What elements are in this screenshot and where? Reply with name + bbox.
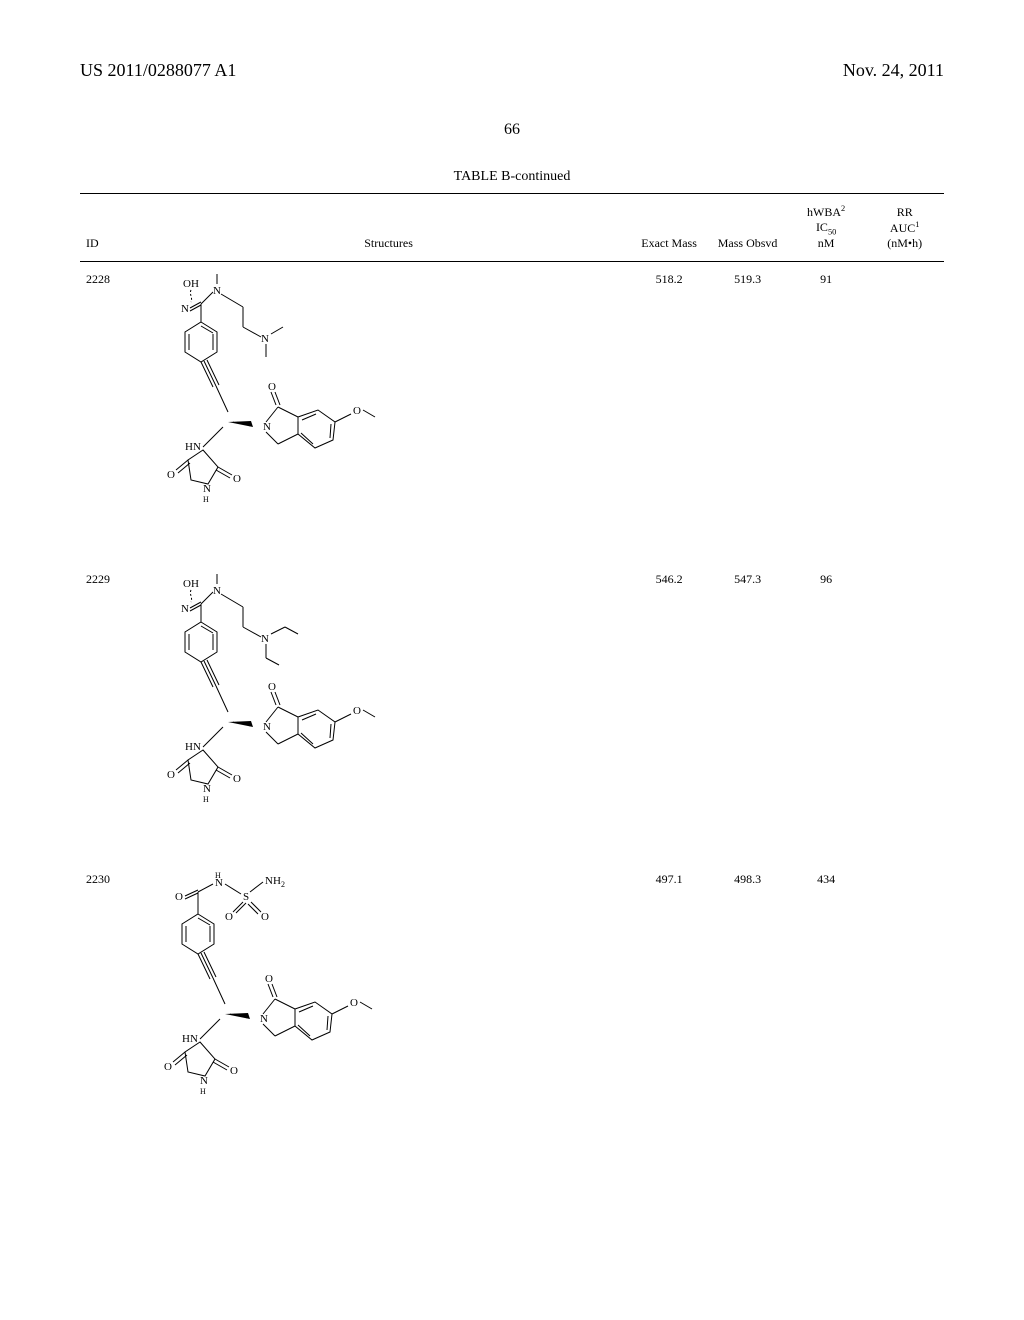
publication-number: US 2011/0288077 A1 bbox=[80, 60, 236, 81]
col-hwba-sup: 2 bbox=[841, 204, 845, 213]
svg-text:N: N bbox=[203, 483, 211, 495]
chemical-structure-2228: OH N N N bbox=[153, 272, 433, 552]
col-ic50-sub: 50 bbox=[828, 227, 836, 236]
col-mass-obsvd-label: Mass Obsvd bbox=[718, 236, 778, 250]
col-rr-label: RR bbox=[897, 205, 913, 219]
cell-rr-auc bbox=[865, 862, 944, 1162]
svg-text:H: H bbox=[200, 1087, 206, 1096]
cell-structure: OH N N N bbox=[147, 262, 629, 563]
svg-text:O: O bbox=[233, 473, 241, 485]
svg-text:O: O bbox=[353, 705, 361, 717]
svg-text:O: O bbox=[350, 997, 358, 1009]
cell-exact-mass: 518.2 bbox=[630, 262, 709, 563]
svg-text:N: N bbox=[263, 721, 271, 733]
table-row: 2230 O N H S bbox=[80, 862, 944, 1162]
svg-text:HN: HN bbox=[182, 1033, 198, 1045]
page-number: 66 bbox=[80, 121, 944, 139]
cell-hwba-ic50: 96 bbox=[787, 562, 866, 862]
col-auc-sup: 1 bbox=[915, 220, 919, 229]
cell-id: 2229 bbox=[80, 562, 147, 862]
cell-exact-mass: 546.2 bbox=[630, 562, 709, 862]
svg-text:N: N bbox=[200, 1075, 208, 1087]
svg-text:NH: NH bbox=[265, 875, 281, 887]
svg-text:O: O bbox=[164, 1061, 172, 1073]
table-row: 2228 OH N N bbox=[80, 262, 944, 563]
svg-text:N: N bbox=[263, 421, 271, 433]
cell-structure: O N H S O bbox=[147, 862, 629, 1162]
col-rr-auc: RR AUC1 (nM•h) bbox=[865, 194, 944, 262]
col-exact-mass: Exact Mass bbox=[630, 194, 709, 262]
cell-rr-auc bbox=[865, 562, 944, 862]
cell-exact-mass: 497.1 bbox=[630, 862, 709, 1162]
svg-text:O: O bbox=[268, 381, 276, 393]
col-nm-label: nM bbox=[818, 236, 835, 250]
svg-text:N: N bbox=[203, 783, 211, 795]
svg-text:S: S bbox=[243, 891, 249, 903]
svg-text:O: O bbox=[268, 681, 276, 693]
chemical-structure-2229: OH N N N bbox=[153, 572, 433, 852]
col-auc-label: AUC bbox=[890, 221, 915, 235]
svg-text:2: 2 bbox=[281, 880, 285, 889]
svg-text:OH: OH bbox=[183, 578, 199, 590]
svg-text:HN: HN bbox=[185, 741, 201, 753]
cell-hwba-ic50: 91 bbox=[787, 262, 866, 563]
svg-text:N: N bbox=[213, 585, 221, 597]
col-id: ID bbox=[80, 194, 147, 262]
svg-text:N: N bbox=[213, 285, 221, 297]
svg-text:O: O bbox=[175, 891, 183, 903]
svg-text:O: O bbox=[265, 973, 273, 985]
svg-text:O: O bbox=[233, 773, 241, 785]
col-ic50-label: IC bbox=[816, 220, 828, 234]
cell-mass-obsvd: 498.3 bbox=[708, 862, 787, 1162]
cell-hwba-ic50: 434 bbox=[787, 862, 866, 1162]
col-hwba: hWBA2 IC50 nM bbox=[787, 194, 866, 262]
svg-text:O: O bbox=[225, 911, 233, 923]
cell-id: 2228 bbox=[80, 262, 147, 563]
cell-mass-obsvd: 547.3 bbox=[708, 562, 787, 862]
svg-text:HN: HN bbox=[185, 441, 201, 453]
svg-text:O: O bbox=[167, 769, 175, 781]
svg-text:N: N bbox=[260, 1013, 268, 1025]
chemical-structure-2230: O N H S O bbox=[153, 872, 433, 1152]
col-nmh-label: (nM•h) bbox=[887, 236, 922, 250]
compound-table: ID Structures Exact Mass Mass Obsvd hWBA… bbox=[80, 193, 944, 1162]
cell-rr-auc bbox=[865, 262, 944, 563]
svg-text:OH: OH bbox=[183, 278, 199, 290]
col-mass-obsvd: Mass Obsvd bbox=[708, 194, 787, 262]
svg-text:N: N bbox=[181, 603, 189, 615]
cell-mass-obsvd: 519.3 bbox=[708, 262, 787, 563]
svg-text:N: N bbox=[181, 303, 189, 315]
publication-date: Nov. 24, 2011 bbox=[843, 60, 944, 81]
svg-text:H: H bbox=[215, 872, 221, 880]
svg-text:H: H bbox=[203, 795, 209, 804]
col-exact-mass-label: Exact Mass bbox=[641, 236, 697, 250]
svg-text:O: O bbox=[230, 1065, 238, 1077]
svg-text:H: H bbox=[203, 495, 209, 504]
table-caption: TABLE B-continued bbox=[80, 169, 944, 185]
page-header: US 2011/0288077 A1 Nov. 24, 2011 bbox=[80, 60, 944, 81]
col-hwba-label: hWBA bbox=[807, 205, 841, 219]
svg-text:O: O bbox=[261, 911, 269, 923]
svg-text:O: O bbox=[353, 405, 361, 417]
table-row: 2229 OH N N bbox=[80, 562, 944, 862]
svg-text:N: N bbox=[261, 333, 269, 345]
col-structures: Structures bbox=[147, 194, 629, 262]
table-header-row: ID Structures Exact Mass Mass Obsvd hWBA… bbox=[80, 194, 944, 262]
cell-structure: OH N N N bbox=[147, 562, 629, 862]
svg-text:O: O bbox=[167, 469, 175, 481]
svg-text:N: N bbox=[261, 633, 269, 645]
cell-id: 2230 bbox=[80, 862, 147, 1162]
